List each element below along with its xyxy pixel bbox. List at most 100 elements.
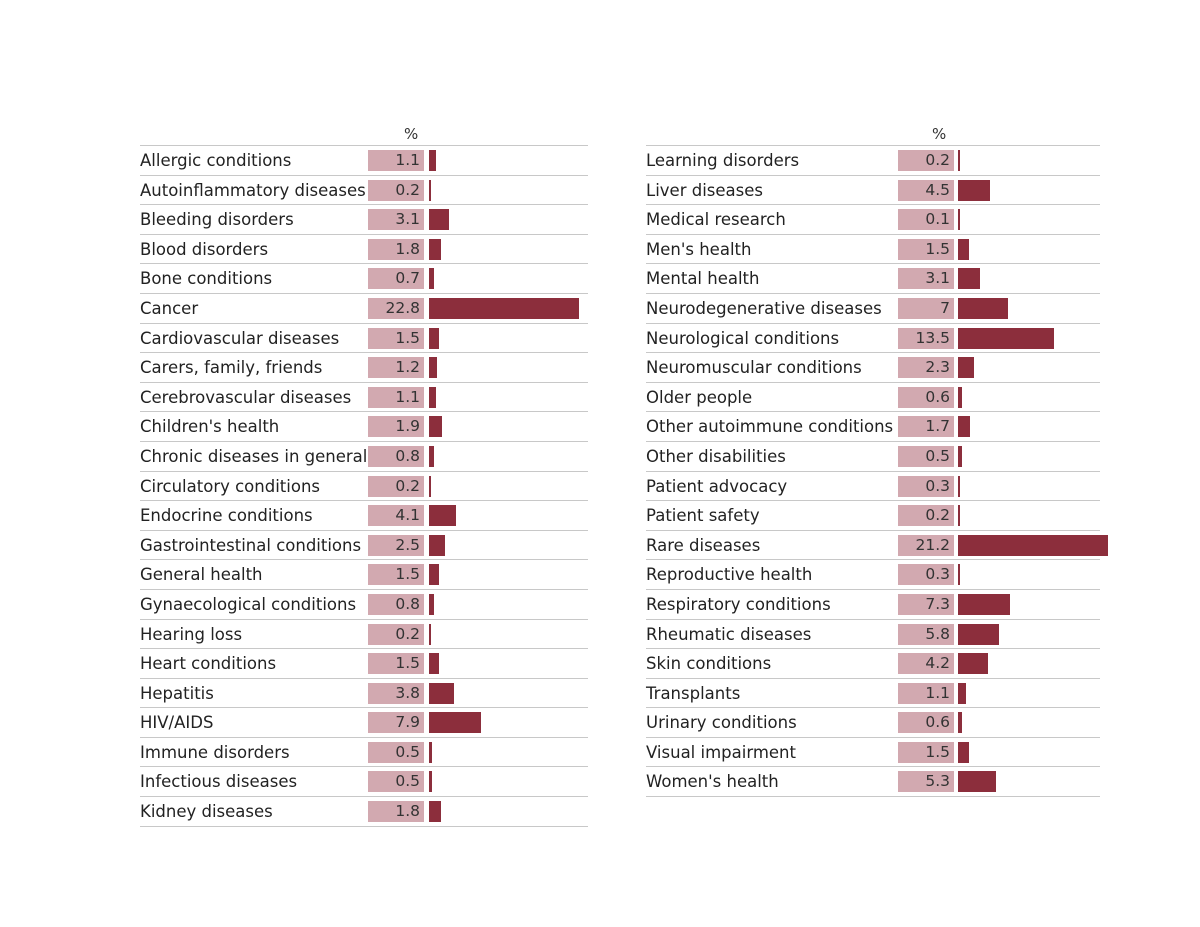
bar <box>429 564 439 586</box>
table-row: Children's health 1.9 <box>140 412 588 442</box>
table-row: Mental health 3.1 <box>646 264 1100 294</box>
category-label: Bleeding disorders <box>140 210 294 230</box>
table-row: Gastrointestinal conditions 2.5 <box>140 531 588 561</box>
bar <box>429 416 442 438</box>
bar <box>958 327 1054 349</box>
category-label: Learning disorders <box>646 151 800 170</box>
table-row: Kidney diseases 1.8 <box>140 797 588 827</box>
category-label: Mental health <box>646 269 760 289</box>
table-row: Medical research 0.1 <box>646 205 1100 235</box>
category-label: Cancer <box>140 298 199 318</box>
bar <box>429 505 456 527</box>
category-label: Infectious diseases <box>140 772 298 792</box>
table-row: Older people 0.6 <box>646 383 1100 413</box>
bar <box>958 653 988 675</box>
value-label: 0.2 <box>898 505 954 527</box>
table-row: Urinary conditions 0.6 <box>646 708 1100 738</box>
percent-header-label: % <box>404 125 419 143</box>
bar <box>429 357 437 379</box>
category-label: Patient advocacy <box>646 476 788 496</box>
table-row: Reproductive health 0.3 <box>646 560 1100 590</box>
value-label: 3.1 <box>368 209 424 231</box>
category-label: Chronic diseases in general <box>140 446 368 466</box>
bar <box>429 623 431 645</box>
bar <box>429 297 579 319</box>
category-label: Circulatory conditions <box>140 476 320 496</box>
value-label: 1.8 <box>368 801 424 823</box>
table-row: Learning disorders 0.2 <box>646 146 1100 176</box>
table-row: Circulatory conditions 0.2 <box>140 472 588 502</box>
value-label: 1.1 <box>368 386 424 408</box>
value-label: 1.5 <box>368 564 424 586</box>
bar <box>429 682 454 704</box>
value-label: 0.8 <box>368 445 424 467</box>
value-label: 7 <box>898 297 954 319</box>
bar <box>958 150 960 171</box>
category-label: Older people <box>646 387 753 407</box>
category-label: Rheumatic diseases <box>646 624 812 644</box>
category-label: Skin conditions <box>646 654 772 674</box>
bar <box>958 593 1010 615</box>
table-row: Bleeding disorders 3.1 <box>140 205 588 235</box>
table-row: Blood disorders 1.8 <box>140 235 588 265</box>
value-label: 7.3 <box>898 593 954 615</box>
table-row: General health 1.5 <box>140 560 588 590</box>
bar <box>429 268 434 290</box>
percent-header: % <box>140 118 588 146</box>
table-row: Heart conditions 1.5 <box>140 649 588 679</box>
value-label: 0.8 <box>368 593 424 615</box>
table-row: Immune disorders 0.5 <box>140 738 588 768</box>
table-row: Gynaecological conditions 0.8 <box>140 590 588 620</box>
value-label: 1.7 <box>898 416 954 438</box>
value-label: 1.5 <box>368 327 424 349</box>
percent-header: % <box>646 118 1100 146</box>
value-label: 0.1 <box>898 209 954 231</box>
table-row: Neurodegenerative diseases 7 <box>646 294 1100 324</box>
value-label: 2.3 <box>898 357 954 379</box>
value-label: 3.8 <box>368 682 424 704</box>
category-label: Neuromuscular conditions <box>646 358 862 378</box>
category-label: Bone conditions <box>140 269 273 289</box>
table-row: Transplants 1.1 <box>646 679 1100 709</box>
category-label: Hepatitis <box>140 683 214 703</box>
table-row: Hearing loss 0.2 <box>140 620 588 650</box>
bar <box>958 712 963 734</box>
value-label: 4.2 <box>898 653 954 675</box>
table-row: Rare diseases 21.2 <box>646 531 1108 561</box>
table-row: Endocrine conditions 4.1 <box>140 501 588 531</box>
bar <box>958 741 969 763</box>
bar <box>958 505 960 527</box>
value-label: 0.2 <box>898 150 954 171</box>
bar <box>429 771 433 793</box>
value-label: 4.5 <box>898 179 954 201</box>
bar <box>429 386 437 408</box>
category-label: Women's health <box>646 772 779 792</box>
value-label: 0.2 <box>368 475 424 497</box>
bar <box>429 209 450 231</box>
bar <box>958 534 1108 556</box>
bar <box>958 238 969 260</box>
category-label: Autoinflammatory diseases <box>140 180 366 200</box>
bar <box>429 712 481 734</box>
bar <box>958 623 1000 645</box>
value-label: 2.5 <box>368 534 424 556</box>
category-label: Heart conditions <box>140 654 277 674</box>
left-rows: Allergic conditions 1.1 Autoinflammatory d… <box>140 146 588 827</box>
category-label: Gynaecological conditions <box>140 594 357 614</box>
value-label: 1.2 <box>368 357 424 379</box>
category-label: Liver diseases <box>646 180 763 200</box>
category-label: Endocrine conditions <box>140 506 313 526</box>
percent-header-label: % <box>932 125 947 143</box>
value-label: 5.3 <box>898 771 954 793</box>
category-label: Blood disorders <box>140 239 269 259</box>
bar <box>958 386 963 408</box>
table-row: Autoinflammatory diseases 0.2 <box>140 176 588 206</box>
bar <box>958 445 962 467</box>
bar <box>958 771 996 793</box>
category-label: Transplants <box>646 683 741 703</box>
category-label: Kidney diseases <box>140 802 273 822</box>
bar <box>429 534 446 556</box>
table-row: Men's health 1.5 <box>646 235 1100 265</box>
bar <box>429 475 431 497</box>
value-label: 1.5 <box>898 741 954 763</box>
